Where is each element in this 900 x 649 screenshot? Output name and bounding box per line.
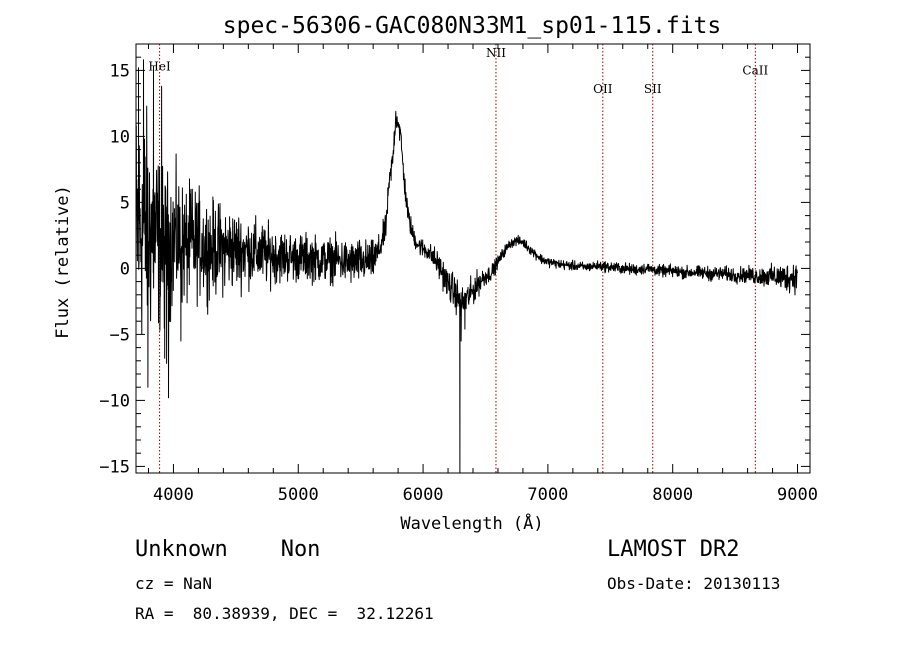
axis-ticks: 4000 5000 6000 7000 8000 9000 −15 −10 −5 0 5 10 15 <box>99 44 818 505</box>
y-tick-label: −15 <box>99 457 130 477</box>
y-tick-label: 0 <box>120 259 130 279</box>
spectral-line-markers: HeI NII OII SII CaII <box>148 44 768 473</box>
x-tick-label: 9000 <box>777 485 818 505</box>
coordinates-text: RA = 80.38939, DEC = 32.12261 <box>135 604 434 623</box>
object-classification: Unknown Non <box>135 537 321 562</box>
spectral-label-oii: OII <box>593 82 613 96</box>
x-tick-label: 5000 <box>278 485 319 505</box>
spectral-label-hei: HeI <box>148 59 171 73</box>
x-tick-label: 7000 <box>527 485 568 505</box>
y-tick-label: 5 <box>120 193 130 213</box>
chart-title: spec-56306-GAC080N33M1_sp01-115.fits <box>223 13 722 39</box>
spectrum-line <box>135 59 798 474</box>
spectral-label-nii: NII <box>486 46 506 60</box>
spectral-label-caii: CaII <box>742 63 768 77</box>
redshift-text: cz = NaN <box>135 574 213 593</box>
obs-date-text: Obs-Date: 20130113 <box>607 574 781 593</box>
y-axis-label: Flux (relative) <box>53 185 73 339</box>
y-tick-label: 15 <box>110 61 130 81</box>
x-axis-label: Wavelength (Å) <box>400 512 543 534</box>
x-tick-label: 6000 <box>403 485 444 505</box>
y-tick-label: −5 <box>110 325 130 345</box>
spectrum-chart: spec-56306-GAC080N33M1_sp01-115.fits HeI… <box>53 13 818 534</box>
spectral-label-sii: SII <box>644 82 662 96</box>
spectrum-series <box>135 59 798 474</box>
x-tick-label: 4000 <box>153 485 194 505</box>
y-tick-label: 10 <box>110 127 130 147</box>
y-tick-label: −10 <box>99 391 130 411</box>
x-tick-label: 8000 <box>652 485 693 505</box>
survey-name: LAMOST DR2 <box>607 537 740 562</box>
